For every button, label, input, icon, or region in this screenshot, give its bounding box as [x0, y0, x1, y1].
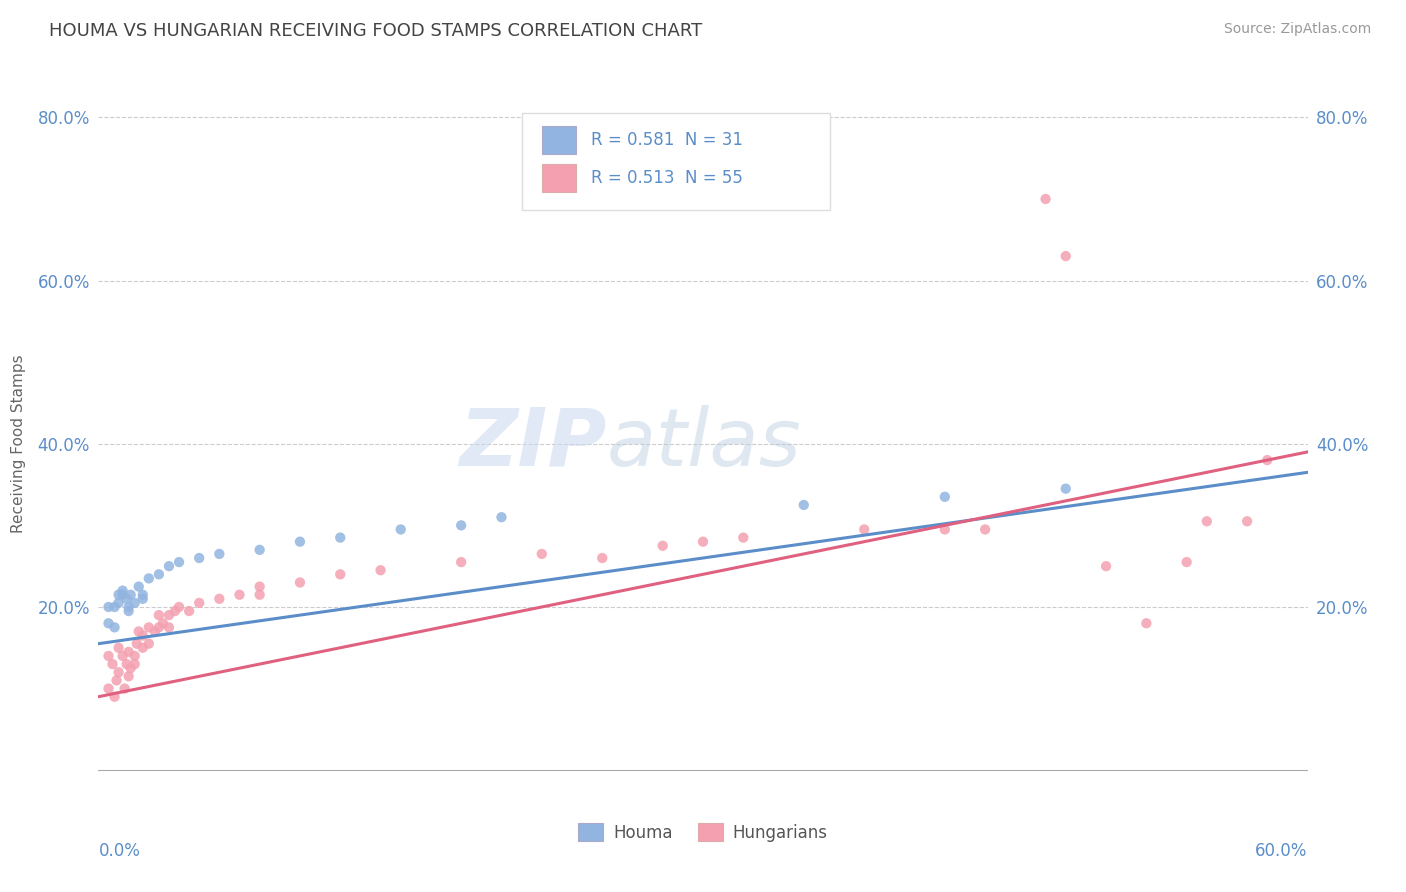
- Point: [157, 608, 180, 623]
- Point: [651, 539, 673, 553]
- Point: [179, 604, 201, 618]
- Point: [138, 637, 160, 651]
- Point: [115, 591, 138, 606]
- Point: [1095, 559, 1118, 574]
- Point: [107, 665, 129, 680]
- Point: [111, 583, 134, 598]
- Point: [107, 596, 129, 610]
- FancyBboxPatch shape: [543, 126, 576, 154]
- Point: [103, 690, 125, 704]
- Point: [118, 669, 141, 683]
- Point: [692, 534, 714, 549]
- Text: atlas: atlas: [606, 405, 801, 483]
- Point: [288, 575, 311, 590]
- Point: [124, 648, 146, 663]
- Point: [143, 624, 166, 639]
- Text: R = 0.513  N = 55: R = 0.513 N = 55: [591, 169, 742, 187]
- Point: [132, 640, 155, 655]
- Point: [148, 567, 170, 582]
- Point: [97, 599, 120, 614]
- Point: [120, 661, 142, 675]
- Text: 0.0%: 0.0%: [98, 842, 141, 860]
- Point: [974, 523, 997, 537]
- Point: [249, 588, 271, 602]
- Point: [97, 648, 120, 663]
- Point: [138, 571, 160, 585]
- Point: [118, 599, 141, 614]
- Text: 60.0%: 60.0%: [1256, 842, 1308, 860]
- Point: [124, 657, 146, 671]
- Legend: Houma, Hungarians: Houma, Hungarians: [572, 817, 834, 848]
- Point: [793, 498, 815, 512]
- Point: [124, 596, 146, 610]
- Point: [138, 620, 160, 634]
- Point: [188, 551, 211, 566]
- Point: [389, 523, 412, 537]
- Point: [491, 510, 513, 524]
- Point: [132, 588, 155, 602]
- Point: [107, 588, 129, 602]
- Point: [853, 523, 876, 537]
- Point: [125, 637, 148, 651]
- Point: [249, 542, 271, 557]
- Point: [1135, 616, 1157, 631]
- Point: [1175, 555, 1198, 569]
- Point: [228, 588, 250, 602]
- Point: [115, 657, 138, 671]
- Point: [128, 624, 150, 639]
- Point: [148, 620, 170, 634]
- Point: [208, 547, 231, 561]
- Point: [120, 588, 142, 602]
- Point: [132, 591, 155, 606]
- Point: [1054, 249, 1077, 263]
- Text: Source: ZipAtlas.com: Source: ZipAtlas.com: [1223, 22, 1371, 37]
- Point: [733, 531, 755, 545]
- Point: [288, 534, 311, 549]
- Point: [103, 599, 125, 614]
- Text: HOUMA VS HUNGARIAN RECEIVING FOOD STAMPS CORRELATION CHART: HOUMA VS HUNGARIAN RECEIVING FOOD STAMPS…: [49, 22, 703, 40]
- Point: [114, 681, 136, 696]
- Point: [157, 559, 180, 574]
- Point: [329, 531, 352, 545]
- Point: [118, 604, 141, 618]
- Point: [103, 620, 125, 634]
- Point: [167, 599, 190, 614]
- Point: [118, 645, 141, 659]
- Point: [450, 555, 472, 569]
- Point: [450, 518, 472, 533]
- Point: [101, 657, 124, 671]
- Point: [107, 640, 129, 655]
- Point: [152, 616, 174, 631]
- Point: [97, 616, 120, 631]
- Point: [934, 523, 956, 537]
- Point: [111, 648, 134, 663]
- Point: [97, 681, 120, 696]
- Point: [167, 555, 190, 569]
- Point: [128, 580, 150, 594]
- Point: [249, 580, 271, 594]
- Point: [208, 591, 231, 606]
- Point: [148, 608, 170, 623]
- Point: [1236, 514, 1258, 528]
- Text: ZIP: ZIP: [458, 405, 606, 483]
- Point: [1256, 453, 1278, 467]
- Point: [1035, 192, 1057, 206]
- FancyBboxPatch shape: [522, 113, 830, 211]
- Point: [530, 547, 553, 561]
- Point: [370, 563, 392, 577]
- Point: [132, 628, 155, 642]
- Y-axis label: Receiving Food Stamps: Receiving Food Stamps: [11, 354, 27, 533]
- Point: [1195, 514, 1218, 528]
- Point: [1054, 482, 1077, 496]
- FancyBboxPatch shape: [543, 164, 576, 193]
- Point: [188, 596, 211, 610]
- Text: R = 0.581  N = 31: R = 0.581 N = 31: [591, 131, 742, 149]
- Point: [329, 567, 352, 582]
- Point: [934, 490, 956, 504]
- Point: [111, 588, 134, 602]
- Point: [157, 620, 180, 634]
- Point: [591, 551, 613, 566]
- Point: [163, 604, 186, 618]
- Point: [105, 673, 128, 688]
